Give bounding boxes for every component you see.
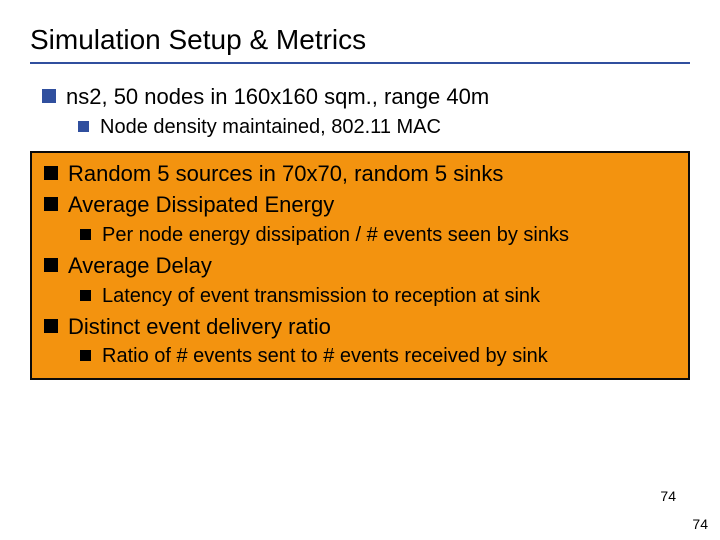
list-item: Random 5 sources in 70x70, random 5 sink… — [38, 159, 682, 189]
list-subitem-text: Latency of event transmission to recepti… — [102, 285, 540, 307]
orange-sublist: Per node energy dissipation / # events s… — [68, 222, 682, 249]
slide-title: Simulation Setup & Metrics — [30, 24, 690, 56]
plain-list: ns2, 50 nodes in 160x160 sqm., range 40m… — [36, 82, 684, 141]
slide: Simulation Setup & Metrics ns2, 50 nodes… — [0, 0, 720, 540]
list-subitem-text: Per node energy dissipation / # events s… — [102, 224, 569, 246]
list-item-text: Average Dissipated Energy — [68, 192, 334, 217]
list-item: Distinct event delivery ratio Ratio of #… — [38, 312, 682, 371]
page-number-inner: 74 — [660, 488, 676, 504]
list-item-text: Average Delay — [68, 253, 212, 278]
title-rule — [30, 62, 690, 64]
list-subitem-text: Node density maintained, 802.11 MAC — [100, 116, 441, 138]
orange-block: Random 5 sources in 70x70, random 5 sink… — [30, 151, 690, 381]
list-subitem: Ratio of # events sent to # events recei… — [74, 343, 682, 370]
list-item-text: Random 5 sources in 70x70, random 5 sink… — [68, 161, 503, 186]
orange-sublist: Latency of event transmission to recepti… — [68, 283, 682, 310]
plain-block: ns2, 50 nodes in 160x160 sqm., range 40m… — [30, 82, 690, 151]
list-subitem: Per node energy dissipation / # events s… — [74, 222, 682, 249]
page-number-outer: 74 — [692, 516, 708, 532]
list-item-text: Distinct event delivery ratio — [68, 314, 331, 339]
list-item: ns2, 50 nodes in 160x160 sqm., range 40m… — [36, 82, 684, 141]
list-subitem: Node density maintained, 802.11 MAC — [72, 114, 684, 141]
list-subitem-text: Ratio of # events sent to # events recei… — [102, 345, 548, 367]
list-item: Average Dissipated Energy Per node energ… — [38, 190, 682, 249]
list-item: Average Delay Latency of event transmiss… — [38, 251, 682, 310]
plain-sublist: Node density maintained, 802.11 MAC — [66, 114, 684, 141]
orange-list: Random 5 sources in 70x70, random 5 sink… — [38, 159, 682, 371]
list-item-text: ns2, 50 nodes in 160x160 sqm., range 40m — [66, 84, 489, 109]
orange-sublist: Ratio of # events sent to # events recei… — [68, 343, 682, 370]
list-subitem: Latency of event transmission to recepti… — [74, 283, 682, 310]
